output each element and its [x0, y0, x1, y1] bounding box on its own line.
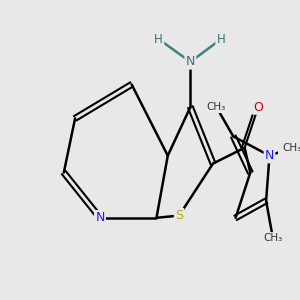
Text: N: N [265, 149, 274, 162]
Text: N: N [186, 55, 195, 68]
Text: H: H [154, 33, 163, 46]
Text: H: H [217, 33, 225, 46]
Text: CH₃: CH₃ [283, 143, 300, 153]
Text: CH₃: CH₃ [207, 102, 226, 112]
Text: S: S [175, 209, 183, 222]
Text: N: N [95, 211, 105, 224]
Text: CH₃: CH₃ [263, 233, 283, 243]
Text: O: O [253, 100, 263, 114]
